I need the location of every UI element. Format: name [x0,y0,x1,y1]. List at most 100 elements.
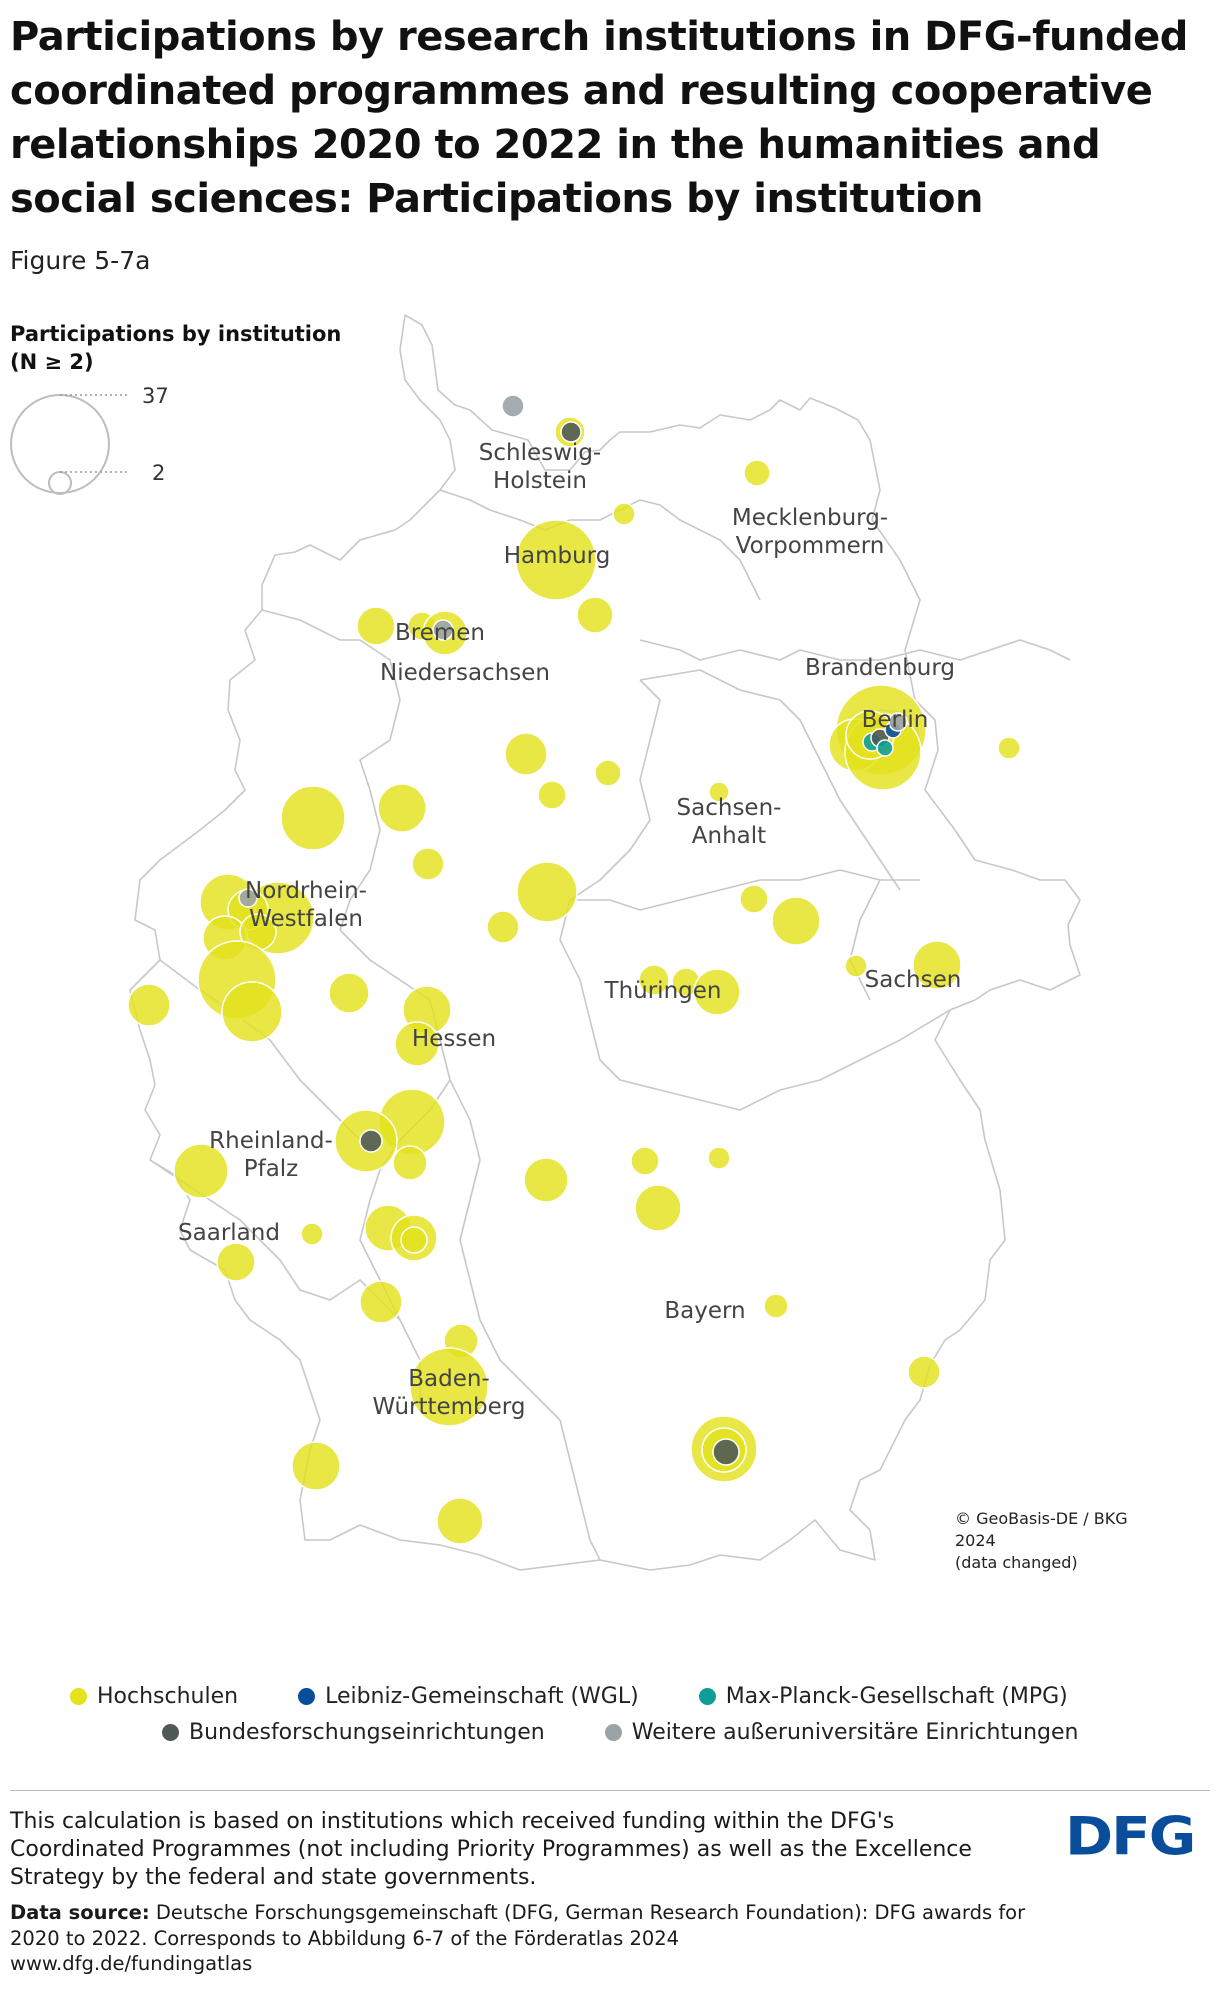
legend-dot [604,1723,622,1741]
state-border [569,679,661,901]
institution-bubble-hochschulen [515,519,597,601]
page-title: Participations by research institutions … [10,14,1188,222]
legend-row: Bundesforschungseinrichtungen Weitere au… [70,1714,1170,1750]
institution-bubble-hochschulen [638,964,670,996]
state-label-hessen: Hessen [412,1026,496,1052]
size-legend-max-label: 37 [142,384,169,408]
state-label-saarland: Saarland [178,1220,280,1246]
state-label-baden-wuerttemberg: Baden-Württemberg [373,1366,526,1420]
institution-bubble-bundesforschungseinrichtungen [560,421,582,443]
institution-bubble-hochschulen [411,847,445,881]
state-label-line: Hamburg [504,543,611,569]
institution-bubble-hochschulen [708,781,730,803]
state-border [129,314,1081,1571]
institution-bubble-hochschulen [409,1347,489,1427]
germany-map: Schleswig-Holstein Mecklenburg-Vorpommern… [127,314,1081,1571]
state-label-schleswig-holstein: Schleswig-Holstein [479,440,601,494]
institution-bubble-hochschulen [907,1355,941,1389]
figure-label: Figure 5-7a [10,246,151,275]
legend-item-weitere: Weitere außeruniversitäre Einrichtungen [604,1719,1079,1745]
legend-label: Weitere außeruniversitäre Einrichtungen [631,1719,1079,1745]
copyright-line2: 2024 [955,1531,996,1550]
state-label-line: Nordrhein- [245,878,367,904]
institution-bubble-hochschulen [504,732,548,776]
state-label-line: Mecklenburg- [732,505,888,531]
legend-row: Hochschulen Leibniz-Gemeinschaft (WGL) M… [70,1678,1170,1714]
legend-item-mpg: Max-Planck-Gesellschaft (MPG) [698,1683,1068,1709]
institution-bubble-hochschulen [997,736,1021,760]
state-label-line: Bremen [395,620,485,646]
footer-url[interactable]: www.dfg.de/fundingatlas [10,1952,253,1975]
institution-bubble-hochschulen [693,968,741,1016]
institution-bubble-hochschulen [392,1145,428,1181]
size-legend: 37 2 [10,384,169,495]
state-labels: Schleswig-Holstein Mecklenburg-Vorpommern… [178,440,961,1420]
institution-bubble-hochschulen [523,1157,569,1203]
state-label-sachsen: Sachsen [865,967,962,993]
legend-label: Max-Planck-Gesellschaft (MPG) [725,1683,1068,1709]
map-copyright: © GeoBasis-DE / BKG 2024 (data changed) [955,1508,1128,1574]
state-label-line: Saarland [178,1220,280,1246]
institution-bubble-hochschulen [436,1497,484,1545]
institution-bubble-weitere-au-eruniversit-re-einrichtungen [888,712,908,732]
institution-bubble-hochschulen [328,972,370,1014]
state-label-sachsen-anhalt: Sachsen-Anhalt [677,795,782,849]
state-label-line: Niedersachsen [380,660,550,686]
state-label-line: Bayern [664,1298,745,1324]
state-label-line: Hessen [412,1026,496,1052]
institution-bubble-weitere-au-eruniversit-re-einrichtungen [238,888,258,908]
state-border [639,639,1071,661]
institution-bubble-hochschulen [394,1021,440,1067]
legend-dot [162,1723,179,1741]
institution-bubble-hochschulen [486,910,520,944]
legend-item-wgl: Leibniz-Gemeinschaft (WGL) [298,1684,639,1709]
state-border [449,1079,561,1421]
dfg-logo: DFG [1065,1806,1196,1868]
state-border [559,899,951,1111]
institution-bubble-hochschulen [280,785,346,851]
footer-divider [10,1790,1210,1791]
institution-bubble-hochschulen [771,896,821,946]
copyright-line1: © GeoBasis-DE / BKG [955,1509,1128,1528]
institution-bubble-hochschulen [594,759,622,787]
legend-item-bundesforschung: Bundesforschungseinrichtungen [162,1720,545,1745]
state-label-mecklenburg-vorpommern: Mecklenburg-Vorpommern [732,505,888,559]
institution-bubble-hochschulen [763,1293,789,1319]
state-border [639,669,901,891]
legend-dot [70,1687,87,1705]
institution-bubble-hochschulen [300,1222,324,1246]
state-border [261,609,401,931]
legend-item-hochschulen: Hochschulen [70,1684,238,1709]
legend-label: Bundesforschungseinrichtungen [189,1719,545,1745]
state-border [570,869,920,911]
size-legend-title: Participations by institution (N ≥ 2) [10,320,350,376]
state-border [559,1419,601,1561]
data-source: Data source: Deutsche Forschungsgemeinsc… [10,1900,1070,1952]
state-label-bremen: Bremen [395,620,485,646]
state-label-line: Rheinland- [209,1128,333,1154]
state-label-line: Sachsen [865,967,962,993]
legend-label: Leibniz-Gemeinschaft (WGL) [325,1683,639,1709]
state-label-line: Brandenburg [805,655,955,681]
size-legend-title-line2: (N ≥ 2) [10,350,94,374]
state-label-line: Württemberg [373,1394,526,1420]
state-label-line: Schleswig- [479,440,601,466]
state-label-line: Berlin [862,707,929,733]
category-legend: Hochschulen Leibniz-Gemeinschaft (WGL) M… [70,1678,1170,1750]
institution-bubble-hochschulen [612,502,636,526]
state-label-hamburg: Hamburg [504,543,611,569]
size-legend-title-line1: Participations by institution [10,322,342,346]
institution-bubble-hochschulen [356,606,396,646]
institution-bubble-hochschulen [537,780,567,810]
institution-bubble-hochschulen [630,1146,660,1176]
institution-bubble-hochschulen [707,1146,731,1170]
state-label-berlin: Berlin [862,707,929,733]
state-label-line: Sachsen- [677,795,782,821]
data-source-label: Data source: [10,1901,150,1924]
institution-bubble-hochschulen [634,1184,682,1232]
institution-bubble-hochschulen [516,861,578,923]
state-label-line: Thüringen [604,978,722,1004]
legend-label: Hochschulen [97,1683,239,1709]
state-label-line: Vorpommern [736,533,885,559]
institution-bubble-hochschulen [173,1143,229,1199]
